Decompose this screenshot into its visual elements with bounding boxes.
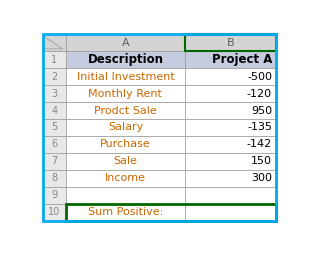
Bar: [42, 170, 66, 187]
Text: A: A: [122, 38, 129, 48]
Text: Purchase: Purchase: [100, 139, 151, 150]
Bar: [42, 153, 66, 170]
Bar: [185, 34, 276, 51]
Bar: [66, 68, 185, 85]
Text: Initial Investment: Initial Investment: [77, 72, 174, 82]
Bar: [185, 68, 276, 85]
Bar: [185, 119, 276, 136]
Bar: [66, 119, 185, 136]
Text: Prodct Sale: Prodct Sale: [94, 106, 157, 115]
Bar: [185, 204, 276, 221]
Bar: [66, 34, 185, 51]
Text: Sale: Sale: [113, 156, 137, 166]
Text: 9: 9: [51, 190, 57, 200]
Text: 4: 4: [51, 106, 57, 115]
Bar: [185, 102, 276, 119]
Bar: [66, 102, 185, 119]
Text: Salary: Salary: [108, 122, 143, 132]
Text: 150: 150: [251, 156, 272, 166]
Text: 6: 6: [51, 139, 57, 150]
Text: -500: -500: [247, 72, 272, 82]
Text: Description: Description: [87, 53, 163, 66]
Bar: [185, 187, 276, 204]
Bar: [42, 34, 66, 51]
Bar: [185, 85, 276, 102]
Text: Project A: Project A: [212, 53, 272, 66]
Bar: [185, 136, 276, 153]
Text: 5: 5: [51, 122, 57, 132]
Text: 3: 3: [51, 89, 57, 99]
Bar: [42, 119, 66, 136]
Bar: [66, 85, 185, 102]
Bar: [66, 153, 185, 170]
Text: 2: 2: [51, 72, 57, 82]
Text: 300: 300: [251, 173, 272, 183]
Bar: [66, 136, 185, 153]
Bar: [42, 51, 66, 68]
Bar: [66, 204, 276, 221]
Bar: [66, 204, 185, 221]
Text: 950: 950: [251, 106, 272, 115]
Bar: [66, 170, 185, 187]
Text: 10: 10: [48, 207, 60, 217]
Bar: [185, 51, 276, 68]
Bar: [42, 85, 66, 102]
Bar: [185, 170, 276, 187]
Text: Income: Income: [105, 173, 146, 183]
Text: -120: -120: [247, 89, 272, 99]
Text: -135: -135: [247, 122, 272, 132]
Text: 8: 8: [51, 173, 57, 183]
Text: Monthly Rent: Monthly Rent: [88, 89, 162, 99]
Bar: [42, 102, 66, 119]
Text: -142: -142: [247, 139, 272, 150]
Bar: [185, 34, 276, 51]
Text: B: B: [227, 38, 234, 48]
Bar: [66, 51, 185, 68]
Text: 1: 1: [51, 55, 57, 65]
Text: 7: 7: [51, 156, 57, 166]
Bar: [185, 153, 276, 170]
Bar: [42, 68, 66, 85]
Bar: [42, 204, 66, 221]
Bar: [42, 187, 66, 204]
Bar: [66, 187, 185, 204]
Bar: [42, 136, 66, 153]
Text: Sum Positive:: Sum Positive:: [88, 207, 163, 217]
